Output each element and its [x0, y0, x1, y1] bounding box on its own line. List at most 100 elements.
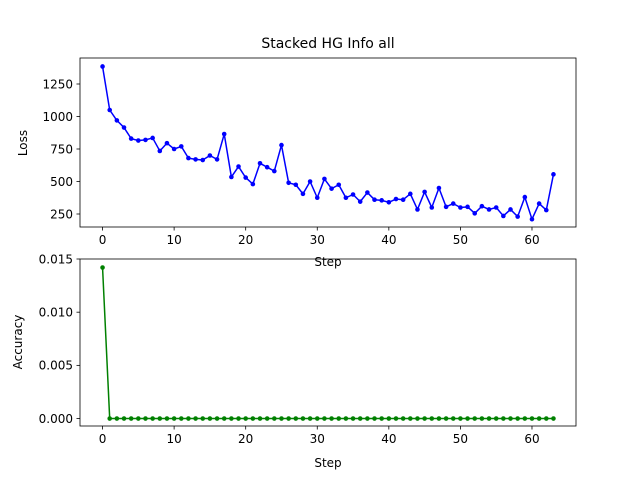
accuracy-data-point	[171, 416, 177, 421]
accuracy-data-point	[186, 416, 191, 421]
loss-x-tick-label: 20	[238, 233, 253, 247]
loss-data-point	[229, 174, 234, 180]
accuracy-data-point	[365, 416, 370, 421]
accuracy-data-point	[529, 416, 535, 421]
accuracy-data-point	[207, 416, 213, 421]
loss-data-point	[336, 182, 342, 188]
accuracy-x-tick-label: 30	[310, 432, 325, 446]
loss-data-point	[379, 198, 384, 203]
accuracy-data-point	[178, 416, 184, 421]
loss-data-point	[372, 197, 377, 202]
loss-data-point	[293, 182, 299, 188]
loss-data-point	[357, 199, 363, 204]
accuracy-y-tick-label: 0.005	[39, 359, 73, 373]
accuracy-data-point	[501, 416, 506, 421]
loss-data-point	[472, 211, 478, 216]
accuracy-data-point	[357, 416, 363, 421]
loss-data-point	[171, 146, 177, 152]
loss-x-tick-label: 50	[453, 233, 468, 247]
loss-data-point	[114, 118, 120, 123]
accuracy-data-point	[379, 416, 384, 421]
loss-y-axis-label: Loss	[16, 130, 30, 156]
accuracy-x-tick-label: 10	[166, 432, 181, 446]
accuracy-data-point	[143, 416, 148, 421]
loss-y-tick-label: 1250	[42, 77, 73, 91]
loss-line	[101, 66, 555, 220]
accuracy-data-point	[136, 416, 141, 421]
accuracy-y-tick-label: 0.010	[39, 305, 73, 319]
accuracy-data-point	[250, 416, 256, 421]
loss-data-point	[250, 181, 256, 187]
accuracy-data-point	[150, 416, 155, 421]
accuracy-data-point	[486, 416, 492, 421]
accuracy-data-point	[200, 416, 206, 421]
loss-data-point	[422, 189, 427, 195]
accuracy-data-point	[393, 416, 399, 421]
loss-data-point	[314, 195, 320, 201]
accuracy-data-point	[515, 416, 520, 421]
loss-data-point	[443, 204, 449, 210]
accuracy-data-point	[522, 416, 528, 421]
loss-data-point	[501, 213, 506, 219]
accuracy-x-tick-label: 50	[453, 432, 468, 446]
accuracy-y-axis-label: Accuracy	[11, 315, 25, 370]
loss-data-point	[207, 153, 213, 158]
accuracy-data-point	[322, 416, 327, 421]
accuracy-data-point	[429, 416, 435, 421]
accuracy-data-point	[286, 416, 291, 421]
accuracy-data-point	[536, 416, 542, 421]
loss-data-point	[365, 190, 370, 195]
accuracy-data-point	[229, 416, 234, 421]
loss-chart-title: Stacked HG Info all	[261, 36, 394, 52]
accuracy-data-point	[372, 416, 377, 421]
loss-x-tick-label: 30	[310, 233, 325, 247]
loss-data-point	[150, 135, 155, 141]
loss-y-tick-label: 750	[50, 142, 73, 156]
accuracy-data-point	[458, 416, 463, 421]
accuracy-data-point	[422, 416, 427, 421]
accuracy-data-point	[221, 416, 227, 421]
loss-data-point	[508, 207, 513, 212]
loss-data-point	[429, 205, 435, 210]
accuracy-series	[100, 265, 556, 421]
accuracy-data-point	[121, 416, 127, 421]
loss-data-point	[279, 142, 284, 148]
loss-data-point	[479, 203, 485, 209]
accuracy-data-point	[336, 416, 342, 421]
loss-data-point	[100, 64, 105, 69]
loss-data-point	[415, 207, 420, 212]
loss-data-point	[458, 205, 463, 210]
accuracy-data-point	[243, 416, 248, 421]
loss-data-point	[329, 186, 334, 191]
loss-x-tick-label: 0	[99, 233, 107, 247]
loss-data-point	[121, 125, 127, 130]
accuracy-data-point	[343, 416, 349, 421]
accuracy-x-axis-label: Step	[314, 456, 341, 470]
accuracy-data-point	[472, 416, 478, 421]
loss-data-point	[400, 197, 406, 202]
loss-data-point	[200, 157, 206, 163]
loss-plot-frame	[79, 57, 577, 228]
accuracy-data-point	[551, 416, 556, 421]
loss-data-point	[264, 164, 270, 170]
loss-data-point	[386, 200, 392, 205]
accuracy-data-point	[257, 416, 263, 421]
accuracy-data-point	[479, 416, 485, 421]
loss-data-point	[515, 214, 520, 219]
accuracy-x-tick-label: 40	[381, 432, 396, 446]
accuracy-data-point	[508, 416, 513, 421]
loss-data-point	[436, 185, 442, 191]
accuracy-data-point	[443, 416, 449, 421]
accuracy-y-tick-label: 0.015	[39, 252, 73, 266]
accuracy-data-point	[415, 416, 420, 421]
accuracy-data-point	[329, 416, 334, 421]
loss-x-tick-label: 40	[381, 233, 396, 247]
loss-data-point	[193, 157, 198, 162]
loss-data-point	[300, 191, 306, 197]
loss-data-point	[322, 176, 327, 182]
accuracy-data-point	[100, 265, 105, 270]
loss-data-point	[350, 192, 356, 197]
